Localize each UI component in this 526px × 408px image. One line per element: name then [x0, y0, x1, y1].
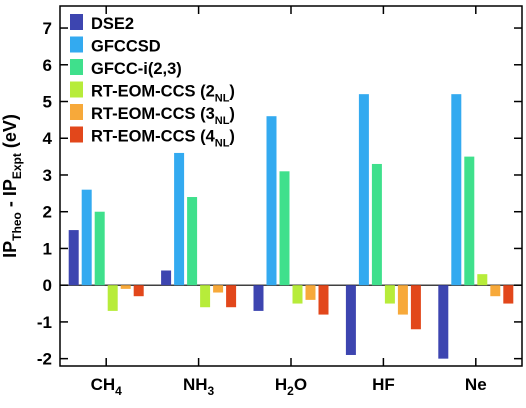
bar-2-0 — [253, 285, 264, 311]
category-base: Ne — [465, 375, 487, 394]
bars-layer — [68, 94, 514, 359]
y-tick-label: 1 — [43, 239, 52, 258]
bar-4-5 — [503, 285, 514, 304]
legend-label: DSE2 — [91, 15, 134, 33]
bar-4-2 — [464, 156, 475, 286]
legend-swatch — [70, 104, 83, 120]
bar-4-0 — [438, 285, 449, 359]
bar-4-3 — [477, 274, 488, 286]
bar-2-3 — [292, 285, 303, 304]
category-post: O — [294, 375, 307, 394]
bar-1-0 — [161, 270, 172, 286]
legend-name: DSE2 — [91, 15, 134, 33]
bar-0-2 — [94, 211, 105, 286]
y-tick-label: 0 — [43, 276, 52, 295]
bar-1-5 — [226, 285, 237, 308]
y-tick-label: -2 — [37, 350, 52, 369]
bar-3-0 — [345, 285, 356, 355]
y-axis-title: IPTheo - IPExpt (eV) — [0, 114, 24, 258]
legend-label: RT-EOM-CCS (3NL) — [91, 105, 235, 127]
legend-swatch — [70, 81, 83, 98]
legend-label: RT-EOM-CCS (2NL) — [91, 83, 235, 105]
y-tick-label: 4 — [43, 129, 53, 148]
legend-name: RT-EOM-CCS (3 — [91, 105, 215, 123]
legend-swatch — [70, 14, 83, 30]
bar-1-4 — [213, 285, 224, 293]
category-subscript: 4 — [115, 384, 122, 398]
y-tick-label: 3 — [43, 166, 52, 185]
bar-2-1 — [266, 116, 277, 286]
legend-swatch — [70, 126, 83, 143]
legend-label: GFCCSD — [91, 38, 161, 56]
bar-1-1 — [174, 152, 185, 286]
bar-3-1 — [358, 94, 369, 286]
legend-name: GFCCSD — [91, 38, 161, 56]
legend-name: RT-EOM-CCS (4 — [91, 128, 216, 146]
x-category-label: NH3 — [183, 375, 215, 398]
bar-2-4 — [305, 285, 316, 300]
x-category-label: HF — [372, 375, 395, 394]
x-category-label: CH4 — [91, 375, 123, 398]
legend-name-post: ) — [229, 105, 235, 123]
bar-3-4 — [397, 285, 408, 315]
y-tick-label: -1 — [37, 313, 52, 332]
y-title-sub1: Theo — [10, 212, 24, 241]
bar-3-3 — [384, 285, 395, 304]
y-tick-label: 6 — [43, 56, 52, 75]
legend-name-post: ) — [229, 83, 235, 101]
legend-label: GFCC-i(2,3) — [91, 60, 182, 78]
y-title-unit: (eV) — [0, 114, 20, 153]
bar-3-2 — [371, 163, 382, 286]
bar-2-2 — [279, 171, 290, 286]
legend-name-subscript: NL — [215, 115, 230, 127]
bar-1-3 — [200, 285, 211, 308]
bar-0-4 — [120, 285, 131, 289]
bar-0-3 — [107, 285, 118, 311]
y-tick-label: 5 — [43, 93, 52, 112]
bar-0-1 — [81, 189, 92, 286]
category-subscript: 3 — [208, 384, 215, 398]
legend-name-subscript: NL — [215, 93, 230, 105]
category-base: NH — [183, 375, 208, 394]
y-title-mid: - IP — [0, 179, 20, 212]
category-base: CH — [91, 375, 116, 394]
legend-label: RT-EOM-CCS (4NL) — [91, 128, 235, 150]
bar-1-2 — [187, 197, 198, 286]
bar-0-5 — [133, 285, 144, 297]
y-title-base: IP — [0, 241, 20, 258]
legend-name: RT-EOM-CCS (2 — [91, 83, 215, 101]
bar-4-1 — [451, 94, 462, 286]
y-tick-label: 7 — [43, 19, 52, 38]
legend-swatch — [70, 59, 83, 75]
x-category-label: H2O — [275, 375, 307, 398]
x-category-label: Ne — [465, 375, 487, 394]
bar-2-5 — [318, 285, 329, 315]
legend-name-subscript: NL — [215, 138, 230, 150]
legend-name: GFCC-i(2,3) — [91, 60, 182, 78]
y-tick-label: 2 — [43, 203, 52, 222]
category-base: HF — [372, 375, 395, 394]
bar-4-4 — [490, 285, 501, 297]
y-title-sub2: Expt — [10, 153, 24, 179]
category-subscript: 2 — [287, 384, 294, 398]
legend-swatch — [70, 36, 83, 53]
bar-0-0 — [68, 230, 79, 286]
legend-name-post: ) — [229, 128, 235, 146]
bar-3-5 — [410, 285, 421, 330]
category-base: H — [275, 375, 287, 394]
